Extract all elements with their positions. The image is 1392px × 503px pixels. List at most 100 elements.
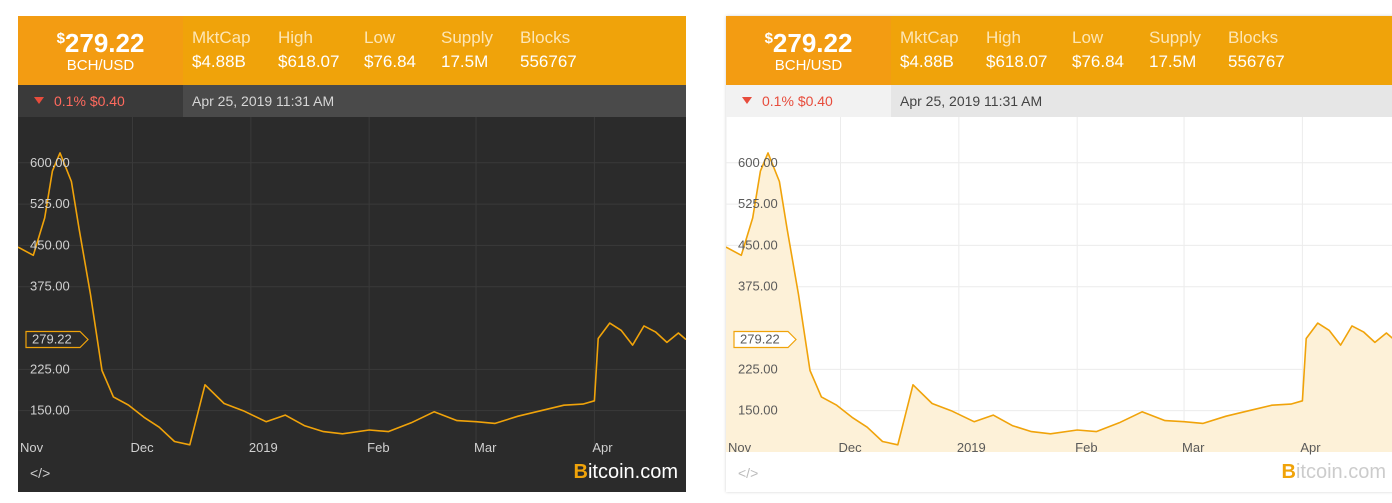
change-box: 0.1% $0.40 [726,85,891,117]
stat-label: MktCap [192,28,251,47]
price-widget-dark: $279.22 BCH/USD MktCap $4.88B High $618.07… [18,16,686,492]
stat-high: High $618.07 [986,28,1047,72]
stat-value: 556767 [520,52,577,71]
down-triangle-icon [742,96,752,104]
current-value-marker: 279.22 [733,330,797,349]
y-tick-label: 375.00 [738,279,778,294]
stat-label: Blocks [1228,28,1279,47]
y-tick-label: 525.00 [30,196,70,211]
price-value: 279.22 [64,28,145,58]
stat-value: 17.5M [1149,52,1197,71]
x-tick-label: Mar [1182,440,1205,455]
price-box: $279.22 BCH/USD [18,16,183,85]
stat-supply: Supply 17.5M [1149,28,1201,72]
stat-supply: Supply 17.5M [441,28,493,72]
stat-value: $4.88B [900,52,954,71]
stat-value: 556767 [1228,52,1285,71]
bitcoin-com-logo[interactable]: Bitcoin.com [574,461,678,484]
price-change: 0.1% $0.40 [742,93,833,109]
stat-label: Supply [1149,28,1201,47]
y-tick-label: 225.00 [738,361,778,376]
current-value-tag [733,330,797,349]
logo-text: itcoin.com [587,461,678,483]
stat-blocks: Blocks 556767 [1228,28,1285,72]
y-tick-label: 150.00 [738,403,778,418]
stat-mktcap: MktCap $4.88B [900,28,959,72]
y-tick-label: 600.00 [30,155,70,170]
change-bar: 0.1% $0.40 Apr 25, 2019 11:31 AM [18,85,686,117]
stat-label: MktCap [900,28,959,47]
current-value-label: 279.22 [740,332,780,347]
x-tick-label: Feb [1075,440,1097,455]
stat-label: Low [364,28,396,47]
embed-code-icon[interactable]: </> [30,465,51,481]
x-tick-label: Apr [592,440,613,455]
x-tick-label: 2019 [249,440,278,455]
stat-label: Supply [441,28,493,47]
change-amount: $0.40 [89,93,125,109]
stat-value: $4.88B [192,52,246,71]
y-tick-label: 525.00 [738,196,778,211]
stat-blocks: Blocks 556767 [520,28,577,72]
price-widget-light: $279.22 BCH/USD MktCap $4.88B High $618.07… [726,16,1392,492]
stat-low: Low $76.84 [1072,28,1124,72]
price-value: 279.22 [772,28,853,58]
stat-value: $76.84 [364,52,416,71]
x-tick-label: Mar [474,440,497,455]
down-triangle-icon [34,96,44,104]
currency-pair: BCH/USD [66,57,135,74]
y-tick-label: 450.00 [738,237,778,252]
y-tick-label: 375.00 [30,279,70,294]
logo-b: B [573,461,588,483]
logo-text: itcoin.com [1295,461,1386,483]
stat-label: Low [1072,28,1104,47]
price-line [18,152,686,446]
current-price: $279.22 [18,28,183,59]
header-bar: $279.22 BCH/USD MktCap $4.88B High $618.07… [726,16,1392,85]
y-tick-label: 450.00 [30,237,70,252]
change-box: 0.1% $0.40 [18,85,183,117]
x-tick-label: 2019 [957,440,986,455]
change-bar: 0.1% $0.40 Apr 25, 2019 11:31 AM [726,85,1392,117]
price-line [726,152,1392,446]
x-tick-label: Dec [839,440,863,455]
bitcoin-com-logo[interactable]: Bitcoin.com [1282,461,1386,484]
change-amount: $0.40 [797,93,833,109]
currency-pair: BCH/USD [774,57,843,74]
x-tick-label: Feb [367,440,389,455]
stat-low: Low $76.84 [364,28,416,72]
stat-high: High $618.07 [278,28,339,72]
change-percent: 0.1% [54,93,86,109]
x-tick-label: Nov [20,440,44,455]
price-symbol: $ [764,30,773,47]
price-area [726,152,1392,452]
stat-value: 17.5M [441,52,489,71]
current-value-label: 279.22 [32,332,72,347]
price-chart[interactable]: 600.00 525.00 450.00 375.00 225.00 150.00 Nov D… [18,117,686,492]
timestamp: Apr 25, 2019 11:31 AM [192,93,335,109]
embed-code-icon[interactable]: </> [738,465,759,481]
price-symbol: $ [56,30,65,47]
timestamp: Apr 25, 2019 11:31 AM [900,93,1043,109]
y-tick-label: 225.00 [30,361,70,376]
y-tick-label: 150.00 [30,403,70,418]
stat-value: $618.07 [986,52,1048,71]
stat-value: $76.84 [1072,52,1124,71]
x-tick-label: Dec [131,440,155,455]
price-change: 0.1% $0.40 [34,93,125,109]
price-box: $279.22 BCH/USD [726,16,891,85]
stat-mktcap: MktCap $4.88B [192,28,251,72]
stat-label: High [986,28,1021,47]
stat-label: Blocks [520,28,571,47]
price-chart[interactable]: 600.00 525.00 450.00 375.00 225.00 150.00 Nov D… [726,117,1392,492]
change-percent: 0.1% [762,93,794,109]
stat-value: $618.07 [278,52,340,71]
current-price: $279.22 [726,28,891,59]
current-value-marker: 279.22 [25,330,89,349]
current-value-tag [25,330,89,349]
header-bar: $279.22 BCH/USD MktCap $4.88B High $618.07… [18,16,686,85]
y-tick-label: 600.00 [738,155,778,170]
x-tick-label: Nov [728,440,752,455]
logo-b: B [1281,461,1296,483]
stat-label: High [278,28,313,47]
